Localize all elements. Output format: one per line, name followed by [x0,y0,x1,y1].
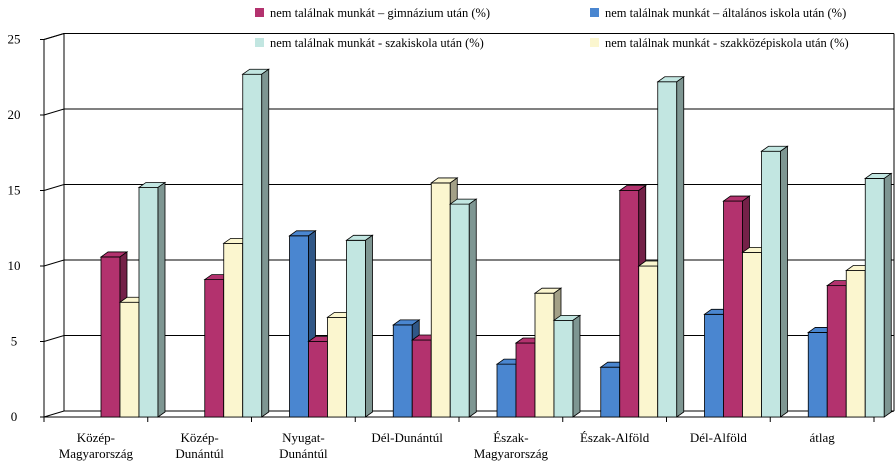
bar-front [119,301,140,418]
bar-front [638,265,659,418]
legend-item: nem találnak munkát - szakközépiskola ut… [590,36,849,50]
bar-front [864,178,885,418]
bar [449,198,478,418]
bar [345,234,374,418]
x-category-label: Közép-Dunántúl [175,430,224,461]
bar-side [468,198,477,418]
y-tick-label: 5 [11,334,18,349]
bar-side [261,68,270,418]
bar-front [826,285,847,418]
x-category-label: átlag [809,430,835,445]
bar-front [346,239,366,418]
bar-front [392,324,413,418]
legend-swatch [590,8,599,17]
gridline [43,335,894,342]
bar [241,68,270,418]
bar-front [138,187,159,418]
bar-front [204,279,225,418]
bar-front [100,256,121,418]
bar-front [704,313,724,418]
bar-side [572,314,581,418]
legend-item: nem találnak munkát – gimnázium után (%) [255,6,490,20]
x-category-label: Dél-Alföld [690,430,748,445]
bar-side [157,181,166,418]
legend-swatch [255,38,264,47]
bar [760,145,789,418]
bar-front [723,200,743,418]
bar-front [534,292,555,418]
bar-front [761,150,781,418]
bar-front [449,203,470,418]
y-tick-label: 15 [8,183,21,198]
bar-front [515,342,536,418]
bar-front [845,270,866,418]
bar-front [430,182,451,418]
legend-label: nem találnak munkát - szakközépiskola ut… [605,36,849,50]
bar-front [496,363,517,418]
bar [864,172,893,418]
gridline [43,108,894,116]
bar-side [676,76,685,418]
bar [656,76,685,418]
x-category-label: Észak-Magyarország [474,430,549,461]
x-category-label: Észak-Alföld [580,430,650,445]
bar-side [883,172,892,418]
bar [552,314,582,418]
gridline [43,259,894,267]
bar-front [411,339,432,418]
x-category-label: Dél-Dunántúl [371,430,443,445]
gridlines [43,33,894,342]
bar-front [242,73,263,418]
x-axis-category-labels: Közép-Magyarország Közép-Dunántúl Nyugat-D… [59,430,836,461]
legend-label: nem találnak munkát – általános iskola u… [605,6,846,20]
y-axis-tick-labels: 0 5 10 15 20 25 [8,32,21,425]
y-tick-label: 0 [11,409,18,424]
legend: nem találnak munkát – gimnázium után (%)… [255,6,849,50]
y-tick-label: 25 [8,32,21,47]
bar-front [223,242,244,418]
gridline [43,33,894,40]
bar-side [780,145,788,418]
y-tick-label: 20 [8,107,21,122]
bar [137,181,167,418]
bar-front [807,332,828,418]
bar-front [289,235,309,418]
bar-side [365,234,373,418]
gridline [43,184,894,191]
legend-swatch [590,38,599,47]
bar-front [327,316,347,418]
legend-label: nem találnak munkát – gimnázium után (%) [270,6,490,20]
bar-front [619,190,640,418]
legend-swatch [255,8,264,17]
legend-item: nem találnak munkát - szakiskola után (%… [255,36,484,50]
bar-front [308,341,328,418]
bars [99,68,893,418]
y-tick-label: 10 [8,258,21,273]
x-category-label: Nyugat-Dunántúl [279,430,328,461]
x-category-label: Közép-Magyarország [59,430,134,461]
bar-front [600,366,621,418]
legend-item: nem találnak munkát – általános iskola u… [590,6,846,20]
bar-front [553,319,574,418]
bar-front [742,252,762,418]
legend-label: nem találnak munkát - szakiskola után (%… [270,36,484,50]
bar-front [657,81,678,418]
